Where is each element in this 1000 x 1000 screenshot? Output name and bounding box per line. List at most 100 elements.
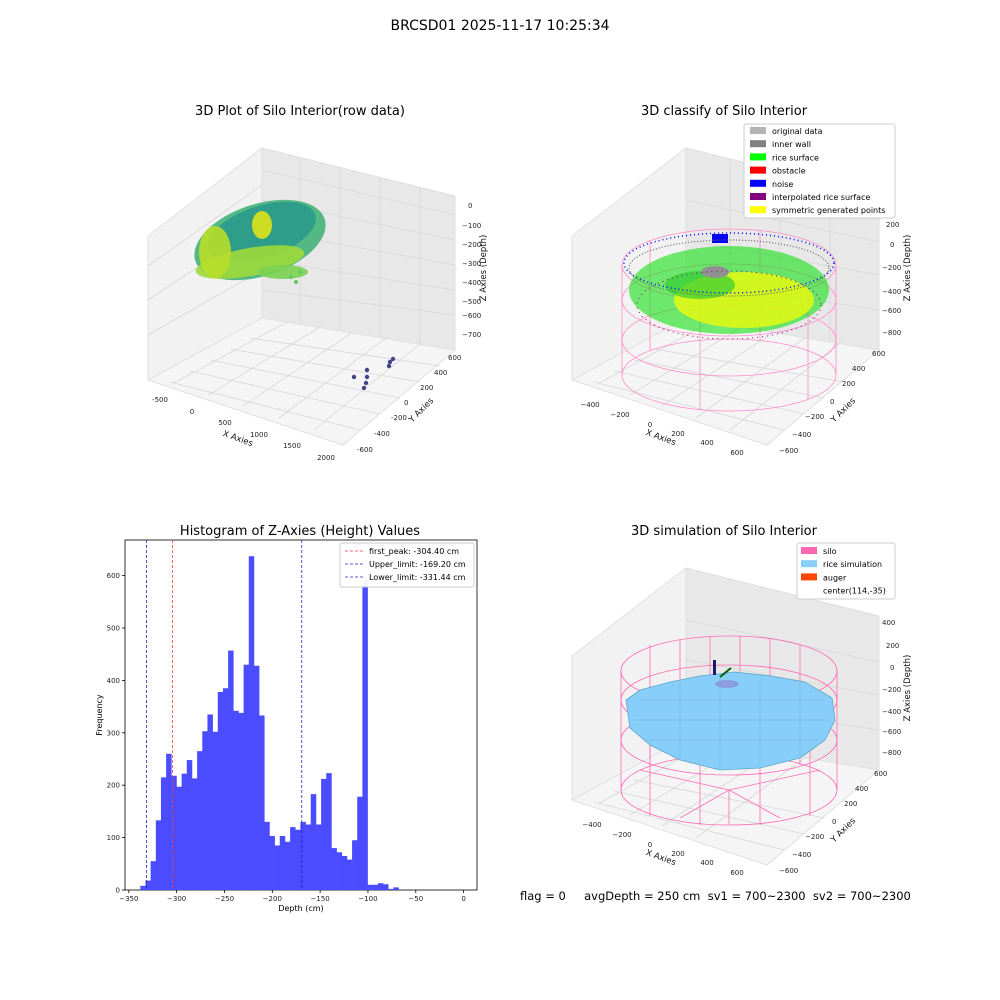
classify-x-tick: 600 — [730, 449, 743, 457]
histogram-bar — [290, 827, 296, 890]
histogram-bar — [274, 845, 281, 890]
legend-label: auger — [823, 573, 847, 582]
histogram-title: Histogram of Z-Axies (Height) Values — [179, 524, 421, 539]
histogram-bar — [253, 665, 260, 890]
histogram-bar — [160, 777, 167, 890]
simulation-z-axis-label: Z Axies (Depth) — [903, 655, 913, 722]
simulation-x-tick: −200 — [612, 831, 631, 839]
raw-z-tick: −400 — [462, 279, 481, 287]
classify-y-tick: −600 — [779, 447, 798, 455]
legend-swatch — [750, 193, 766, 200]
histogram-bar — [326, 773, 332, 890]
classify-x-tick: −200 — [610, 411, 629, 419]
histogram-y-tick-label: 500 — [107, 625, 120, 633]
histogram-bar — [145, 880, 151, 890]
histogram-bar — [238, 712, 244, 890]
simulation-z-tick: −200 — [882, 686, 901, 694]
histogram-bar — [336, 852, 343, 890]
raw-x-tick: 1000 — [250, 431, 268, 439]
legend-swatch — [750, 153, 766, 161]
histogram-bar — [171, 775, 177, 890]
raw-x-tick: -500 — [152, 396, 168, 404]
raw-point-cloud — [194, 199, 326, 284]
histogram-bar — [259, 715, 265, 890]
histogram-bar — [346, 859, 353, 890]
classify-y-tick: 0 — [830, 398, 834, 406]
legend-swatch — [750, 127, 766, 134]
legend-swatch — [801, 573, 817, 581]
histogram-y-axis-label: Frequency — [95, 694, 104, 736]
histogram-bar — [284, 841, 291, 890]
histogram-x-tick-label: −150 — [311, 895, 330, 903]
histogram-bar — [155, 820, 162, 890]
histogram-y-tick-label: 200 — [107, 782, 120, 790]
classify-y-tick: 200 — [842, 380, 855, 388]
simulation-z-tick: 0 — [890, 664, 894, 672]
legend-label: noise — [772, 180, 793, 189]
legend-swatch — [801, 560, 817, 568]
raw-y-tick: -400 — [374, 430, 390, 438]
simulation-x-tick: 0 — [648, 841, 652, 849]
simulation-x-tick: 200 — [671, 850, 684, 858]
simulation-y-tick: −200 — [805, 833, 824, 841]
histogram-bar — [181, 773, 188, 890]
histogram-bar — [352, 840, 358, 890]
histogram-legend-label: Lower_limit: -331.44 cm — [369, 573, 466, 582]
simulation-x-tick: 600 — [730, 869, 743, 877]
legend-label: obstacle — [772, 167, 806, 176]
classify-plot-title: 3D classify of Silo Interior — [640, 104, 808, 119]
histogram-bar — [222, 688, 229, 890]
histogram-bar — [321, 778, 327, 890]
histogram-bar — [212, 731, 219, 890]
histogram-bar — [176, 786, 182, 890]
histogram-bar — [264, 821, 270, 890]
histogram-bar — [372, 884, 379, 890]
raw-x-tick: 500 — [218, 419, 231, 427]
legend-swatch — [750, 140, 766, 148]
histogram-x-tick-label: −50 — [408, 895, 423, 903]
classify-y-tick: 600 — [872, 350, 885, 358]
classify-y-tick: 400 — [852, 365, 865, 373]
legend-label: original data — [772, 127, 823, 136]
simulation-z-tick: 200 — [886, 642, 899, 650]
classify-z-tick: −200 — [882, 264, 901, 272]
simulation-x-tick: −400 — [582, 821, 601, 829]
histogram-bar — [310, 794, 317, 890]
simulation-z-tick: −600 — [882, 728, 901, 736]
auger-marker — [713, 660, 739, 688]
classify-z-tick: −600 — [882, 307, 901, 315]
simulation-y-tick: −400 — [792, 851, 811, 859]
legend-label: center(114,-35) — [823, 587, 886, 596]
histogram-bar — [393, 887, 399, 890]
histogram-bar — [243, 664, 250, 890]
histogram-x-tick-label: 0 — [461, 895, 465, 903]
classify-y-tick: −400 — [792, 431, 811, 439]
histogram-bar — [197, 751, 203, 890]
raw-y-tick: 600 — [448, 354, 461, 362]
histogram-bar — [207, 714, 213, 890]
legend-label: inner wall — [772, 140, 811, 149]
histogram-bar — [269, 836, 275, 890]
classify-x-tick: −400 — [580, 401, 599, 409]
histogram-bar — [305, 824, 312, 890]
legend-label: silo — [823, 547, 837, 556]
raw-z-axis-label: Z Axies (Depth) — [479, 235, 489, 302]
histogram-bar — [383, 884, 389, 890]
classify-point-layers — [623, 232, 835, 340]
classify-z-tick: 200 — [886, 221, 899, 229]
classify-x-tick: 0 — [648, 421, 652, 429]
classify-z-axis-label: Z Axies (Depth) — [903, 235, 913, 302]
histogram-legend: first_peak: -304.40 cm Upper_limit: -169.… — [339, 542, 475, 588]
simulation-z-tick: 400 — [882, 619, 895, 627]
simulation-y-tick: 400 — [855, 785, 868, 793]
legend-label: rice simulation — [823, 560, 882, 569]
classify-z-tick: −800 — [882, 329, 901, 337]
raw-plot-title: 3D Plot of Silo Interior(row data) — [195, 104, 405, 119]
raw-z-tick: −700 — [462, 331, 481, 339]
simulation-z-tick: −800 — [882, 749, 901, 757]
status-line: flag = 0 avgDepth = 250 cm sv1 = 700~230… — [520, 889, 911, 903]
simulation-y-tick: 200 — [844, 800, 857, 808]
legend-label: symmetric generated points — [772, 206, 885, 215]
